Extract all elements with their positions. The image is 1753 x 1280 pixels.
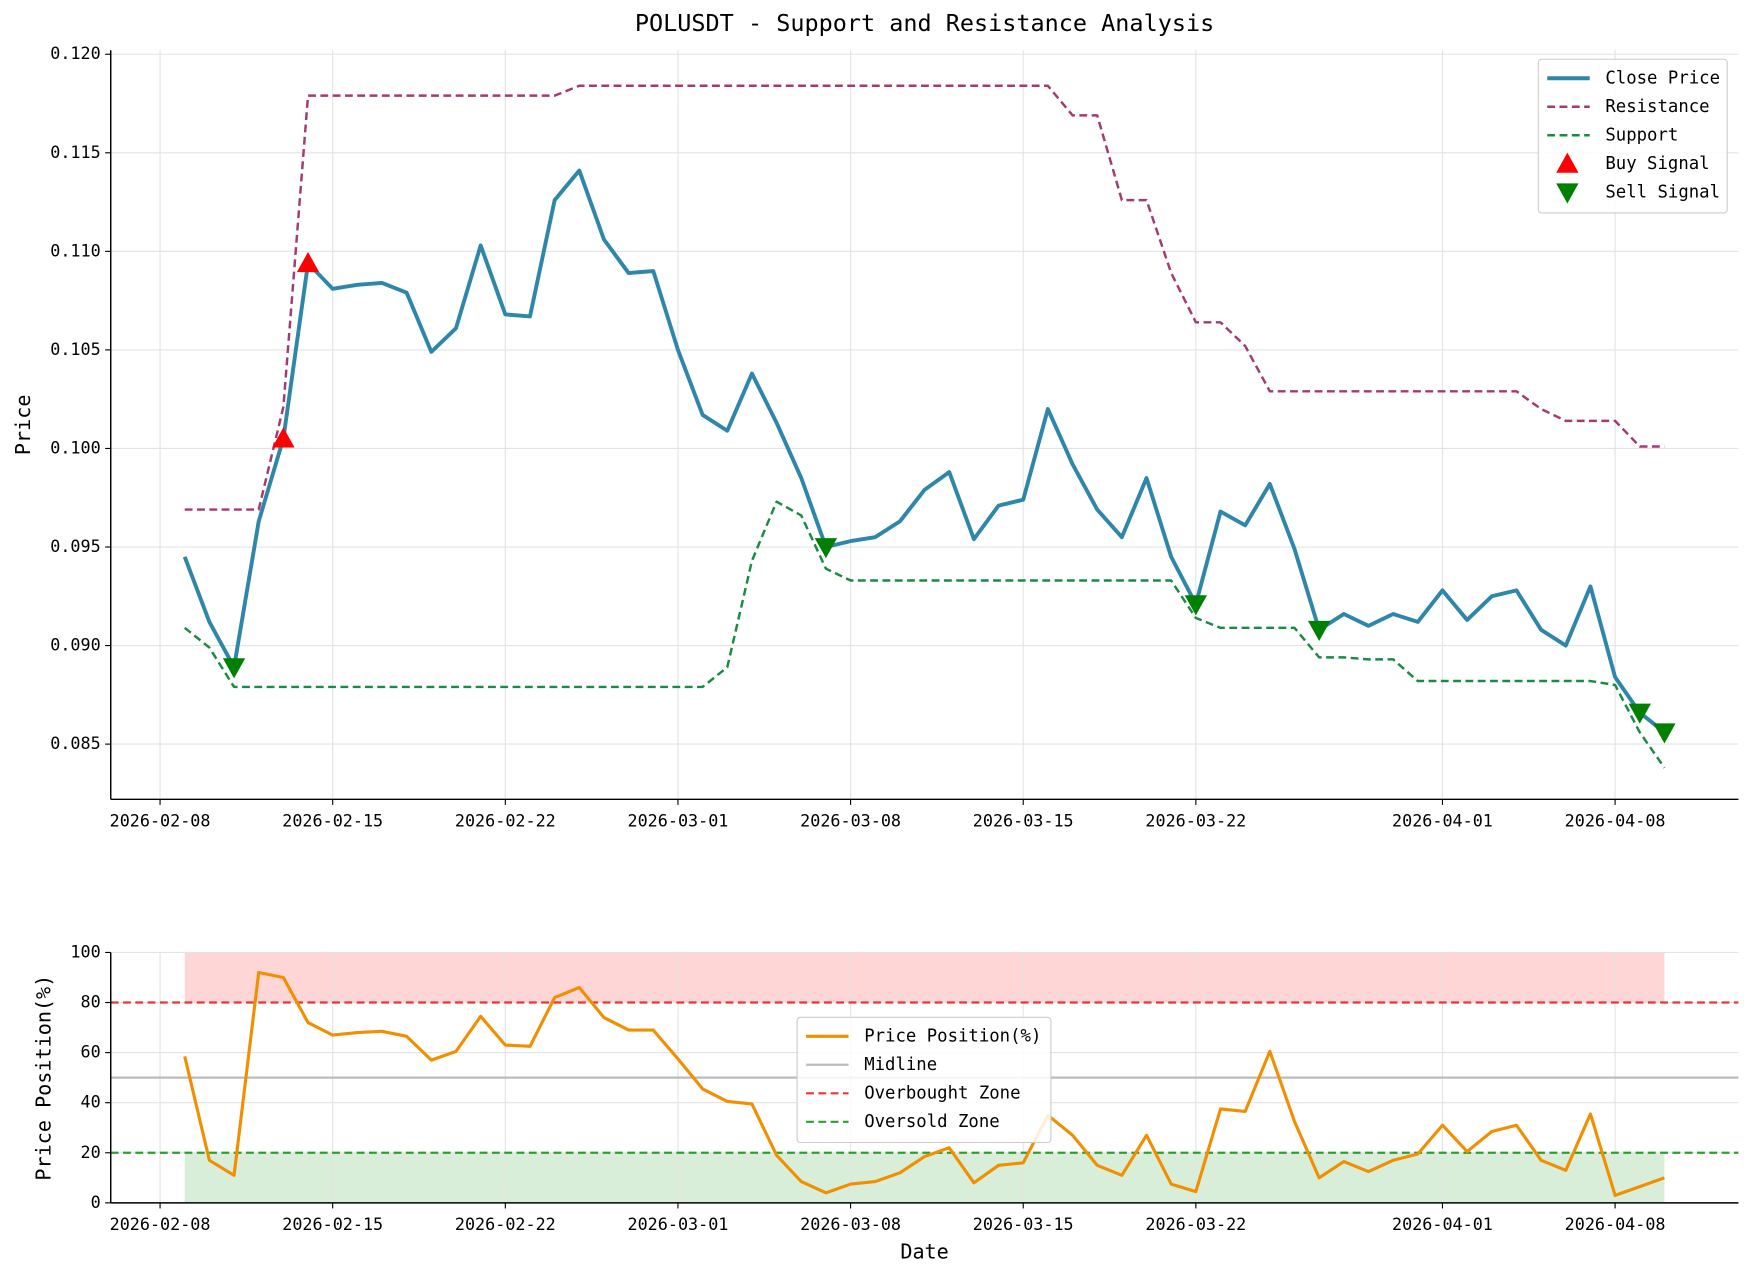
x-tick-label: 2026-04-08 (1565, 1214, 1666, 1234)
y-axis-label: Price (11, 395, 35, 456)
y-tick-label: 0.110 (50, 240, 100, 260)
series-line (184, 84, 1665, 511)
legend-marker (1556, 183, 1579, 204)
signal-marker (296, 251, 320, 273)
legend-marker (1556, 152, 1579, 173)
zone (184, 1152, 1665, 1203)
y-tick-label: 100 (70, 941, 100, 961)
legend-label: Oversold Zone (864, 1112, 1000, 1132)
x-axis-label: Date (900, 1240, 948, 1264)
y-tick-label: 0.085 (50, 733, 100, 753)
series-line (183, 970, 1665, 1197)
signal-marker (814, 538, 838, 559)
y-tick-label: 0 (91, 1192, 101, 1212)
x-tick-label: 2026-03-15 (973, 1214, 1074, 1234)
y-tick-label: 40 (81, 1092, 101, 1112)
chart-title: POLUSDT - Support and Resistance Analysi… (635, 9, 1214, 37)
y-tick-label: 80 (81, 992, 101, 1012)
x-tick-label: 2026-03-22 (1145, 1214, 1246, 1234)
legend-label: Midline (864, 1055, 937, 1075)
x-tick-label: 2026-04-01 (1392, 811, 1493, 831)
x-tick-label: 2026-03-22 (1145, 811, 1246, 831)
series-line (183, 500, 1666, 769)
legend-label: Sell Signal (1605, 182, 1720, 202)
legend-label: Resistance (1605, 97, 1709, 117)
legend: Price Position(%) Midline Overbought Zone O… (796, 1016, 1052, 1144)
legend-label: Overbought Zone (864, 1083, 1020, 1103)
y-tick-label: 0.100 (50, 437, 100, 457)
x-tick-label: 2026-04-08 (1565, 811, 1666, 831)
x-tick-label: 2026-02-22 (455, 811, 556, 831)
y-tick-label: 60 (81, 1042, 101, 1062)
x-tick-label: 2026-02-15 (282, 1214, 383, 1234)
x-tick-label: 2026-03-01 (628, 811, 729, 831)
signal-marker (272, 427, 295, 448)
y-tick-label: 20 (81, 1142, 101, 1162)
y-tick-label: 0.090 (50, 635, 100, 655)
x-tick-label: 2026-03-01 (628, 1214, 729, 1234)
legend-label: Close Price (1605, 68, 1720, 88)
signal-marker (222, 658, 246, 679)
x-tick-label: 2026-02-22 (455, 1214, 556, 1234)
legend-label: Buy Signal (1605, 154, 1709, 174)
x-tick-label: 2026-03-08 (800, 811, 901, 831)
legend: Close Price Resistance Support Buy Signal Se… (1537, 58, 1728, 214)
y-tick-label: 0.120 (50, 43, 100, 63)
signal-marker (1628, 703, 1651, 724)
signal-marker (1307, 620, 1331, 641)
x-tick-label: 2026-04-01 (1392, 1214, 1493, 1234)
signal-marker (1653, 723, 1676, 744)
x-tick-label: 2026-02-08 (110, 1214, 211, 1234)
x-tick-label: 2026-03-15 (973, 811, 1074, 831)
series-line (182, 168, 1666, 734)
x-tick-label: 2026-03-08 (800, 1214, 901, 1234)
legend-box (796, 1016, 1052, 1144)
x-tick-label: 2026-02-08 (110, 811, 211, 831)
signal-marker (1184, 595, 1208, 616)
legend-label: Support (1605, 125, 1678, 145)
legend-box (1537, 58, 1728, 214)
y-tick-label: 0.105 (50, 339, 100, 359)
legend-label: Price Position(%) (864, 1026, 1041, 1046)
x-tick-label: 2026-02-15 (282, 811, 383, 831)
zone (184, 952, 1665, 1003)
y-tick-label: 0.095 (50, 536, 100, 556)
y-tick-label: 0.115 (50, 142, 100, 162)
y-axis-label: Price Position(%) (31, 975, 55, 1181)
